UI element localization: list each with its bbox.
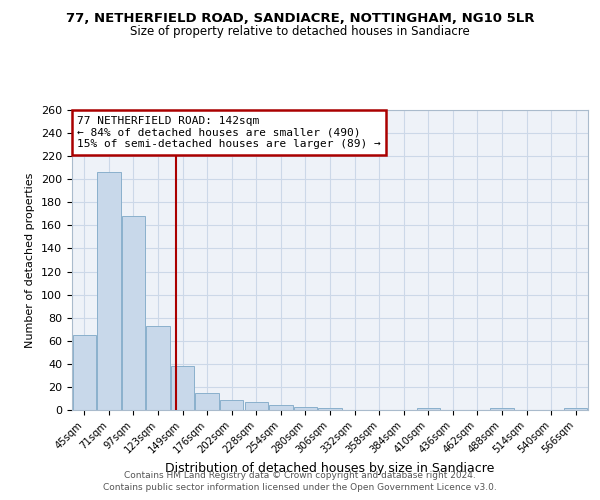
Text: Contains public sector information licensed under the Open Government Licence v3: Contains public sector information licen… <box>103 484 497 492</box>
Text: 77, NETHERFIELD ROAD, SANDIACRE, NOTTINGHAM, NG10 5LR: 77, NETHERFIELD ROAD, SANDIACRE, NOTTING… <box>66 12 534 26</box>
Bar <box>73 335 96 410</box>
Bar <box>122 216 145 410</box>
X-axis label: Distribution of detached houses by size in Sandiacre: Distribution of detached houses by size … <box>166 462 494 475</box>
Bar <box>245 402 268 410</box>
Bar <box>196 392 219 410</box>
Y-axis label: Number of detached properties: Number of detached properties <box>25 172 35 348</box>
Bar <box>294 406 317 410</box>
Bar <box>269 406 293 410</box>
Bar <box>220 400 244 410</box>
Bar <box>319 408 341 410</box>
Bar <box>416 408 440 410</box>
Text: Contains HM Land Registry data © Crown copyright and database right 2024.: Contains HM Land Registry data © Crown c… <box>124 471 476 480</box>
Bar <box>146 326 170 410</box>
Bar <box>564 408 587 410</box>
Text: 77 NETHERFIELD ROAD: 142sqm
← 84% of detached houses are smaller (490)
15% of se: 77 NETHERFIELD ROAD: 142sqm ← 84% of det… <box>77 116 381 149</box>
Text: Size of property relative to detached houses in Sandiacre: Size of property relative to detached ho… <box>130 25 470 38</box>
Bar <box>490 408 514 410</box>
Bar <box>171 366 194 410</box>
Bar <box>97 172 121 410</box>
